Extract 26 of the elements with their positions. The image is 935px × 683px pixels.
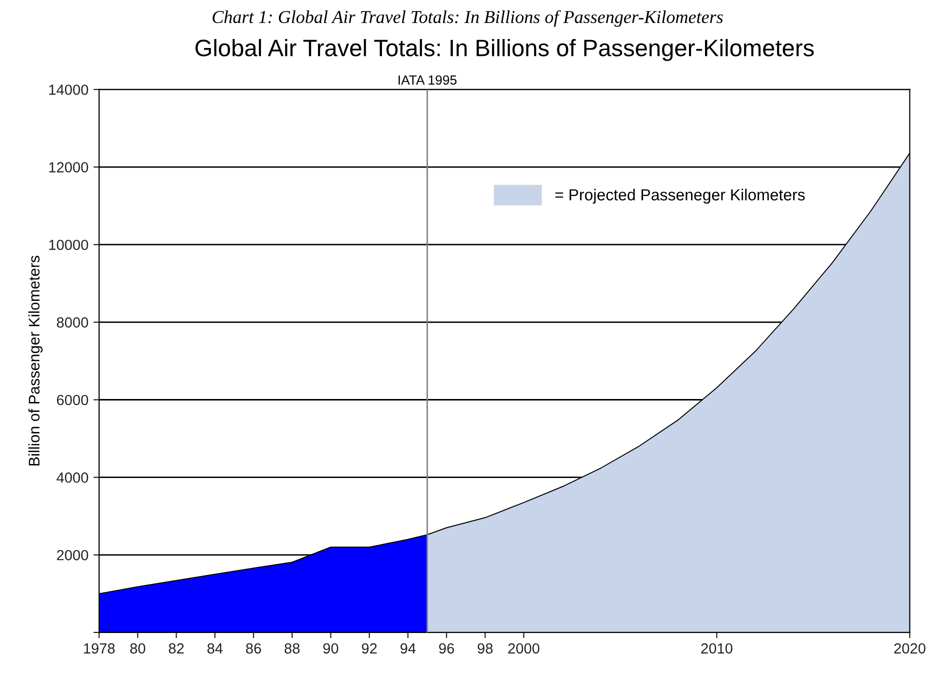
chart-title: Global Air Travel Totals: In Billions of Passenger-Kilometers xyxy=(195,39,814,62)
x-tick-label: 1978 xyxy=(84,643,115,654)
y-tick-label: 10000 xyxy=(49,240,88,250)
x-tick-label: 84 xyxy=(207,643,223,654)
y-tick-label: 6000 xyxy=(56,394,88,406)
y-axis-title: Billion of Passenger Kilometers xyxy=(28,256,43,466)
x-tick-label: 2000 xyxy=(508,643,540,654)
x-tick-label: 2020 xyxy=(894,643,926,654)
x-tick-label: 90 xyxy=(323,643,338,654)
y-tick-label: 12000 xyxy=(49,162,88,172)
y-tick-label: 14000 xyxy=(49,84,88,95)
x-tick-label: 94 xyxy=(400,643,416,654)
y-tick-label: 2000 xyxy=(56,550,88,560)
y-tick-label: 4000 xyxy=(56,472,88,483)
x-tick-label: 98 xyxy=(478,643,493,654)
ref-line-label: IATA 1995 xyxy=(398,75,457,85)
x-tick-label: 92 xyxy=(362,643,377,654)
y-tick-label: 8000 xyxy=(56,317,88,328)
x-tick-label: 96 xyxy=(439,643,454,654)
x-tick-label: 80 xyxy=(130,643,146,654)
legend-label: = Projected Passeneger Kilometers xyxy=(555,188,805,204)
x-tick-label: 2010 xyxy=(701,643,732,654)
x-tick-label: 86 xyxy=(246,643,261,654)
caption: Chart 1: Global Air Travel Totals: In Billions of Passenger-Kilometers xyxy=(212,10,723,27)
x-tick-label: 82 xyxy=(168,643,184,654)
x-tick-label: 88 xyxy=(284,643,300,654)
